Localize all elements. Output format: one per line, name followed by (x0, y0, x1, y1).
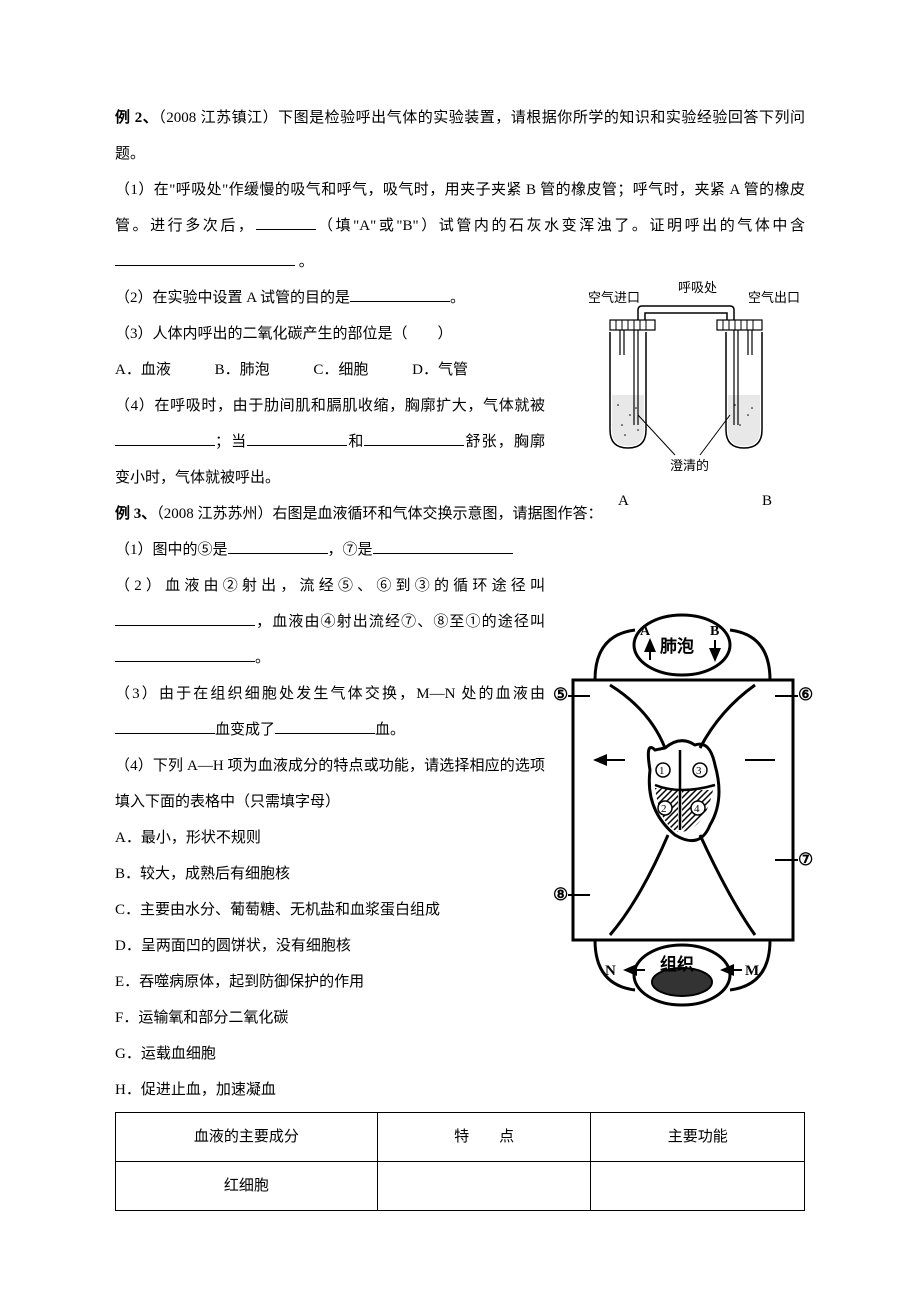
q3-p1: （1）图中的⑤是，⑦是 (115, 532, 545, 568)
blank[interactable] (115, 719, 215, 734)
q2-p2: （2）在实验中设置 A 试管的目的是。 (115, 280, 545, 316)
choice-b[interactable]: B．肺泡 (215, 352, 270, 388)
blank[interactable] (373, 539, 513, 554)
q3-prefix: 例 3、 (115, 506, 156, 522)
q2-choices: A．血液 B．肺泡 C．细胞 D．气管 (115, 352, 545, 388)
choice-a[interactable]: A．血液 (115, 352, 171, 388)
table-r1c3[interactable] (591, 1162, 805, 1211)
q3-p3: （3）由于在组织细胞处发生气体交换，M—N 处的血液由血变成了血。 (115, 676, 545, 748)
choice-c[interactable]: C．细胞 (313, 352, 368, 388)
svg-text:⑤: ⑤ (553, 685, 568, 704)
svg-text:空气进口: 空气进口 (588, 290, 640, 305)
svg-text:组织: 组织 (660, 954, 694, 974)
svg-text:⑧: ⑧ (553, 885, 568, 904)
option-h: H．促进止血，加速凝血 (115, 1072, 805, 1108)
svg-text:N: N (605, 963, 616, 979)
svg-text:A: A (618, 493, 629, 509)
circulation-diagram: 肺泡 A B ⑤ ⑥ 1 3 2 4 ⑦ ⑧ 组织 N M (550, 600, 815, 1010)
blank[interactable] (228, 539, 328, 554)
svg-text:空气出口: 空气出口 (748, 290, 800, 305)
svg-text:B: B (710, 624, 719, 639)
blank[interactable] (256, 215, 316, 230)
blank[interactable] (275, 719, 375, 734)
table-h2: 特 点 (377, 1113, 591, 1162)
q2-p3: （3）人体内呼出的二氧化碳产生的部位是（ ） (115, 316, 545, 352)
table-r1c2[interactable] (377, 1162, 591, 1211)
svg-text:3: 3 (696, 765, 702, 777)
svg-text:M: M (745, 963, 759, 979)
blank[interactable] (364, 431, 464, 446)
q3-source: （2008 江苏苏州） (156, 506, 272, 522)
svg-text:⑥: ⑥ (798, 685, 813, 704)
table-r1c1: 红细胞 (116, 1162, 378, 1211)
blank[interactable] (115, 647, 255, 662)
blank[interactable] (115, 611, 255, 626)
q2-heading: 例 2、（2008 江苏镇江）下图是检验呼出气体的实验装置，请根据你所学的知识和… (115, 100, 805, 172)
svg-text:B: B (762, 493, 772, 509)
q3-p2: （2）血液由②射出，流经⑤、⑥到③的循环途径叫，血液由④射出流经⑦、⑧至①的途径… (115, 568, 545, 676)
table-h3: 主要功能 (591, 1113, 805, 1162)
svg-text:呼吸处: 呼吸处 (678, 280, 717, 295)
blood-components-table: 血液的主要成分 特 点 主要功能 红细胞 (115, 1112, 805, 1211)
q3-p4: （4）下列 A—H 项为血液成分的特点或功能，请选择相应的选项填入下面的表格中（… (115, 748, 545, 820)
blank[interactable] (350, 287, 450, 302)
option-g: G．运载血细胞 (115, 1036, 805, 1072)
svg-text:4: 4 (694, 803, 700, 815)
q2-p4: （4）在呼吸时，由于肋间肌和膈肌收缩，胸廓扩大，气体就被；当和舒张，胸廓变小时，… (115, 388, 545, 496)
svg-text:A: A (640, 624, 651, 639)
choice-d[interactable]: D．气管 (412, 352, 468, 388)
svg-text:肺泡: 肺泡 (660, 636, 694, 656)
svg-text:澄清的: 澄清的 (670, 458, 709, 473)
blank[interactable] (247, 431, 347, 446)
table-h1: 血液的主要成分 (116, 1113, 378, 1162)
svg-text:⑦: ⑦ (798, 850, 813, 869)
blank[interactable] (115, 251, 295, 266)
q2-p1: （1）在"呼吸处"作缓慢的吸气和呼气，吸气时，用夹子夹紧 B 管的橡皮管；呼气时… (115, 172, 805, 280)
q3-text: 右图是血液循环和气体交换示意图，请据图作答： (273, 506, 603, 522)
q2-source: （2008 江苏镇江） (158, 110, 278, 126)
q2-prefix: 例 2、 (115, 110, 158, 126)
svg-text:1: 1 (659, 765, 665, 777)
experiment-apparatus-diagram: 空气进口 呼吸处 空气出口 澄清的 A B (570, 280, 805, 520)
blank[interactable] (115, 431, 215, 446)
svg-text:2: 2 (661, 803, 667, 815)
